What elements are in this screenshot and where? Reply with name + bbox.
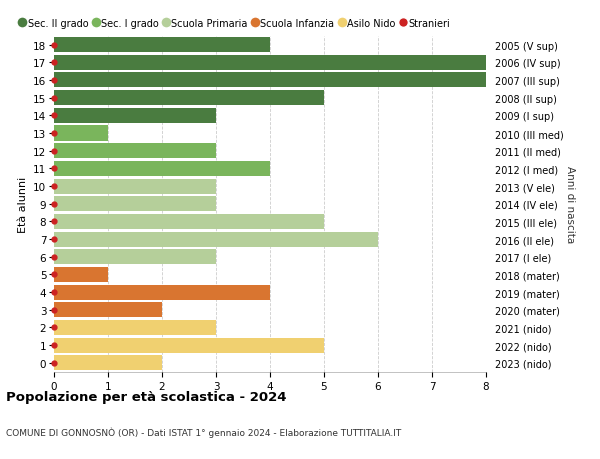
Legend: Sec. II grado, Sec. I grado, Scuola Primaria, Scuola Infanzia, Asilo Nido, Stran: Sec. II grado, Sec. I grado, Scuola Prim… — [20, 18, 450, 28]
Bar — [54, 355, 162, 370]
Y-axis label: Età alunni: Età alunni — [17, 176, 28, 232]
Y-axis label: Anni di nascita: Anni di nascita — [565, 166, 575, 243]
Bar — [54, 285, 270, 300]
Bar — [54, 126, 108, 141]
Bar — [54, 91, 324, 106]
Text: COMUNE DI GONNOSNÒ (OR) - Dati ISTAT 1° gennaio 2024 - Elaborazione TUTTITALIA.I: COMUNE DI GONNOSNÒ (OR) - Dati ISTAT 1° … — [6, 427, 401, 437]
Bar — [54, 214, 324, 230]
Bar — [54, 302, 162, 318]
Bar — [54, 267, 108, 282]
Bar — [54, 73, 486, 88]
Bar — [54, 232, 378, 247]
Bar — [54, 38, 270, 53]
Bar — [54, 197, 216, 212]
Bar — [54, 109, 216, 123]
Text: Popolazione per età scolastica - 2024: Popolazione per età scolastica - 2024 — [6, 390, 287, 403]
Bar — [54, 144, 216, 159]
Bar — [54, 56, 486, 71]
Bar — [54, 162, 270, 176]
Bar — [54, 179, 216, 194]
Bar — [54, 320, 216, 335]
Bar — [54, 338, 324, 353]
Bar — [54, 250, 216, 265]
